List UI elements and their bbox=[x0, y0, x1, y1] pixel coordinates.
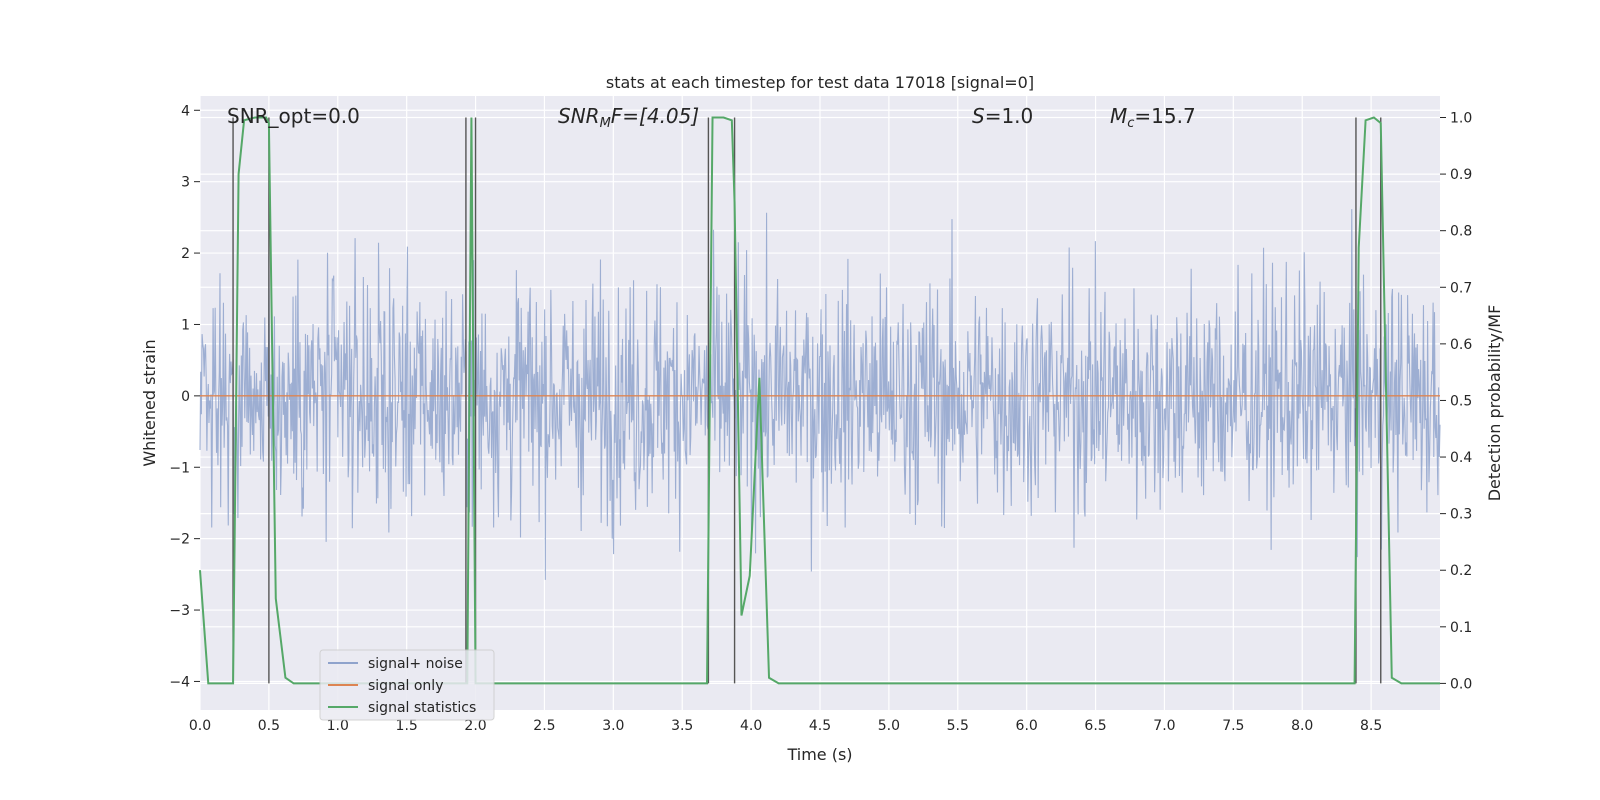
yr-tick-label-8: 0.8 bbox=[1450, 224, 1472, 240]
signal-statistics-line bbox=[199, 116, 1440, 685]
yr-tick-label-0: 0.0 bbox=[1450, 676, 1472, 692]
x-axis-label: Time (s) bbox=[786, 745, 852, 764]
x-tick-label-7: 3.5 bbox=[671, 718, 693, 734]
legend-label-signal-only: signal only bbox=[368, 678, 443, 694]
y-tick-label-6: 2 bbox=[181, 246, 190, 262]
chart-title: stats at each timestep for test data 170… bbox=[606, 73, 1034, 92]
yr-tick-label-4: 0.4 bbox=[1450, 450, 1472, 466]
yr-tick-label-5: 0.5 bbox=[1450, 393, 1472, 409]
annotation-snr-opt: SNR_opt=0.0 bbox=[227, 104, 360, 128]
x-tick-label-6: 3.0 bbox=[602, 718, 624, 734]
y-axis-ticks: −4 −3 −2 −1 0 1 2 3 4 bbox=[169, 103, 200, 690]
y-tick-label-3: −1 bbox=[169, 460, 190, 476]
x-tick-label-14: 7.0 bbox=[1153, 718, 1175, 734]
y-axis-label: Whitened strain bbox=[140, 339, 159, 466]
x-tick-label-8: 4.0 bbox=[740, 718, 762, 734]
y-right-axis-label: Detection probability/MF bbox=[1485, 305, 1504, 502]
y-tick-label-0: −4 bbox=[169, 674, 190, 690]
y-right-axis-ticks: 0.0 0.1 0.2 0.3 0.4 0.5 0.6 0.7 0.8 0.9 1.0 bbox=[1440, 111, 1472, 692]
y-tick-label-1: −3 bbox=[169, 603, 190, 619]
x-tick-label-4: 2.0 bbox=[464, 718, 486, 734]
y-tick-label-7: 3 bbox=[181, 175, 190, 191]
x-tick-label-1: 0.5 bbox=[258, 718, 280, 734]
annotation-mc: Mc=15.7 bbox=[1110, 104, 1196, 131]
x-tick-label-15: 7.5 bbox=[1222, 718, 1244, 734]
series-signal-noise bbox=[199, 209, 1441, 580]
grid bbox=[199, 96, 1440, 710]
x-tick-label-9: 4.5 bbox=[809, 718, 831, 734]
yr-tick-label-1: 0.1 bbox=[1450, 620, 1472, 636]
x-tick-label-3: 1.5 bbox=[396, 718, 418, 734]
vertical-markers bbox=[232, 117, 1382, 684]
yr-tick-label-6: 0.6 bbox=[1450, 337, 1472, 353]
y-tick-label-4: 0 bbox=[181, 389, 190, 405]
x-tick-label-10: 5.0 bbox=[878, 718, 900, 734]
y-tick-label-5: 1 bbox=[181, 317, 190, 333]
x-tick-label-11: 5.5 bbox=[947, 718, 969, 734]
legend-box bbox=[319, 649, 495, 721]
yr-tick-label-10: 1.0 bbox=[1450, 111, 1472, 127]
legend: signal+ noise signal only signal statist… bbox=[319, 649, 495, 721]
yr-tick-label-9: 0.9 bbox=[1450, 167, 1472, 183]
yr-tick-label-2: 0.2 bbox=[1450, 563, 1472, 579]
annotation-snr-mf: SNRMF=[4.05] bbox=[558, 104, 699, 131]
x-tick-label-17: 8.5 bbox=[1360, 718, 1382, 734]
series-signal-statistics bbox=[199, 116, 1440, 685]
yr-tick-label-7: 0.7 bbox=[1450, 280, 1472, 296]
y-tick-label-8: 4 bbox=[181, 103, 190, 119]
y-tick-label-2: −2 bbox=[169, 532, 190, 548]
legend-label-signal-noise: signal+ noise bbox=[368, 656, 463, 672]
x-tick-label-0: 0.0 bbox=[189, 718, 211, 734]
x-tick-label-16: 8.0 bbox=[1291, 718, 1313, 734]
x-axis-ticks: 0.0 0.5 1.0 1.5 2.0 2.5 3.0 3.5 4.0 4.5 5.0 5.5 6.0 6… bbox=[189, 718, 1382, 734]
x-tick-label-5: 2.5 bbox=[533, 718, 555, 734]
annotation-s: S=1.0 bbox=[972, 104, 1033, 128]
x-tick-label-2: 1.0 bbox=[327, 718, 349, 734]
yr-tick-label-3: 0.3 bbox=[1450, 507, 1472, 523]
noise-line bbox=[199, 209, 1441, 580]
x-tick-label-12: 6.0 bbox=[1016, 718, 1038, 734]
legend-label-signal-statistics: signal statistics bbox=[368, 700, 476, 716]
x-tick-label-13: 6.5 bbox=[1084, 718, 1106, 734]
